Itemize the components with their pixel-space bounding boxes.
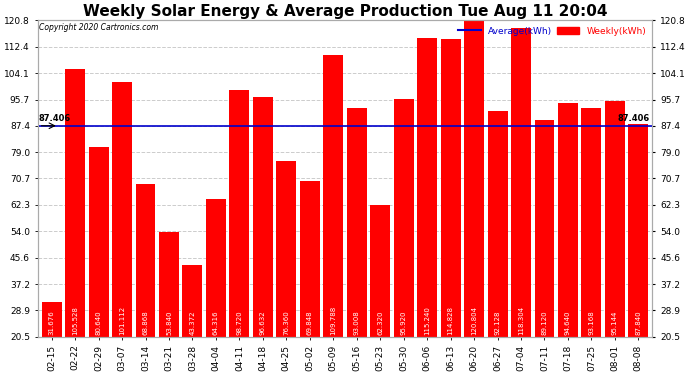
Bar xyxy=(41,302,61,337)
Bar xyxy=(112,82,132,337)
Text: 95.920: 95.920 xyxy=(401,311,406,335)
Bar xyxy=(371,205,390,337)
Bar xyxy=(511,28,531,337)
Bar xyxy=(394,99,413,337)
Bar xyxy=(229,90,249,337)
Text: Copyright 2020 Cartronics.com: Copyright 2020 Cartronics.com xyxy=(39,24,158,33)
Bar xyxy=(464,20,484,337)
Text: 94.640: 94.640 xyxy=(565,311,571,335)
Text: 109.788: 109.788 xyxy=(331,306,336,335)
Text: 80.640: 80.640 xyxy=(96,311,101,335)
Legend: Average(kWh), Weekly(kWh): Average(kWh), Weekly(kWh) xyxy=(456,25,648,38)
Bar xyxy=(277,160,296,337)
Bar xyxy=(253,97,273,337)
Text: 118.304: 118.304 xyxy=(518,306,524,335)
Bar xyxy=(488,111,508,337)
Bar xyxy=(65,69,85,337)
Text: 101.112: 101.112 xyxy=(119,306,125,335)
Text: 115.240: 115.240 xyxy=(424,306,430,335)
Bar xyxy=(206,199,226,337)
Text: 68.868: 68.868 xyxy=(143,310,148,335)
Text: 89.120: 89.120 xyxy=(542,311,547,335)
Text: 87.406: 87.406 xyxy=(618,114,650,123)
Text: 96.632: 96.632 xyxy=(260,311,266,335)
Text: 31.676: 31.676 xyxy=(48,310,55,335)
Text: 69.848: 69.848 xyxy=(307,311,313,335)
Text: 114.828: 114.828 xyxy=(448,306,453,335)
Bar xyxy=(324,55,343,337)
Bar xyxy=(159,232,179,337)
Bar xyxy=(558,103,578,337)
Bar xyxy=(535,120,555,337)
Bar xyxy=(629,124,649,337)
Text: 93.008: 93.008 xyxy=(354,310,359,335)
Text: 92.128: 92.128 xyxy=(495,311,500,335)
Bar xyxy=(347,108,366,337)
Text: 95.144: 95.144 xyxy=(612,311,618,335)
Bar xyxy=(182,265,202,337)
Bar xyxy=(417,38,437,337)
Bar xyxy=(441,39,461,337)
Text: 76.360: 76.360 xyxy=(284,310,289,335)
Bar xyxy=(135,184,155,337)
Bar xyxy=(88,147,108,337)
Text: 98.720: 98.720 xyxy=(237,311,242,335)
Text: 87.840: 87.840 xyxy=(635,311,642,335)
Text: 105.528: 105.528 xyxy=(72,306,78,335)
Title: Weekly Solar Energy & Average Production Tue Aug 11 20:04: Weekly Solar Energy & Average Production… xyxy=(83,4,607,19)
Bar xyxy=(605,101,625,337)
Text: 93.168: 93.168 xyxy=(589,310,594,335)
Bar xyxy=(582,108,602,337)
Text: 53.840: 53.840 xyxy=(166,311,172,335)
Text: 64.316: 64.316 xyxy=(213,311,219,335)
Text: 43.372: 43.372 xyxy=(190,311,195,335)
Bar xyxy=(300,181,319,337)
Text: 62.320: 62.320 xyxy=(377,311,383,335)
Text: 120.804: 120.804 xyxy=(471,306,477,335)
Text: 87.406: 87.406 xyxy=(39,114,71,123)
